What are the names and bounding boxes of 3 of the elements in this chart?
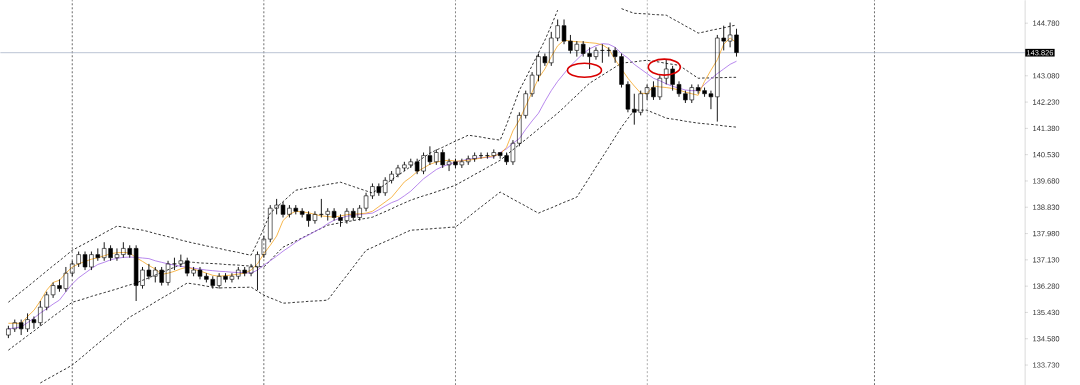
candlestick bbox=[491, 148, 496, 159]
candlestick bbox=[325, 207, 330, 221]
candlestick bbox=[178, 253, 184, 268]
